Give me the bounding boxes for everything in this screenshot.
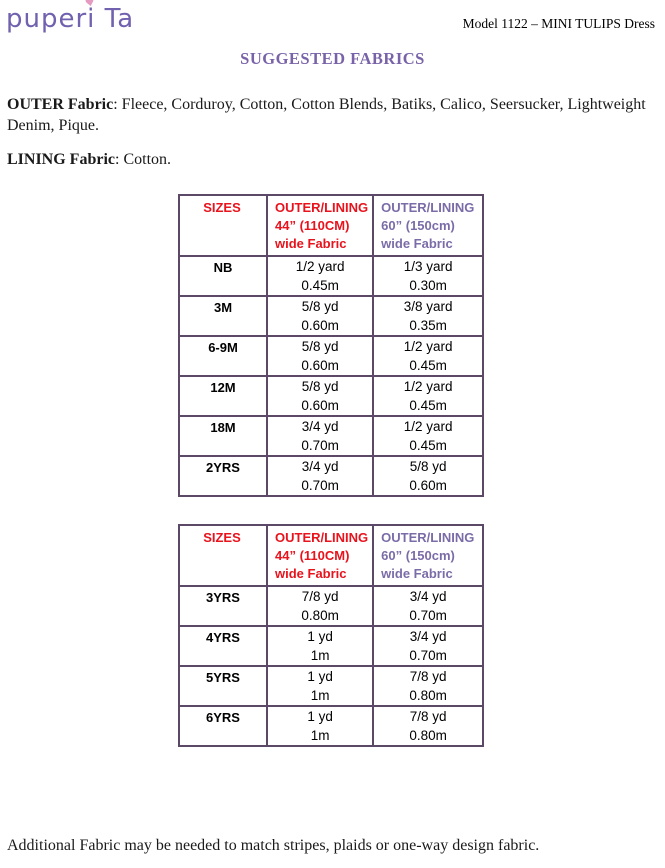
- header-row: SIZES OUTER/LINING 44” (110CM) wide Fabr…: [178, 194, 485, 257]
- table-row: 6-9M 5/8 yd 0.60m 1/2 yard 0.45m: [178, 335, 485, 377]
- table-row: 18M 3/4 yd 0.70m 1/2 yard 0.45m: [178, 415, 485, 457]
- fabric-60-cell: 3/4 yd 0.70m: [372, 585, 485, 627]
- fabric-44-cell: 1/2 yard 0.45m: [265, 255, 375, 297]
- fabric-60-cell: 1/2 yard 0.45m: [372, 415, 485, 457]
- size-cell: 2YRS: [178, 455, 268, 497]
- outer-lining-60-column-header: OUTER/LINING 60” (150cm) wide Fabric: [372, 524, 485, 587]
- sizes-column-header: SIZES: [178, 524, 268, 587]
- fabric-44-cell: 7/8 yd 0.80m: [265, 585, 375, 627]
- outer-fabric-label: OUTER Fabric: [7, 96, 114, 113]
- fabric-60-cell: 5/8 yd 0.60m: [372, 455, 485, 497]
- fabric-60-cell: 3/8 yard 0.35m: [372, 295, 485, 337]
- table-row: 5YRS 1 yd 1m 7/8 yd 0.80m: [178, 665, 485, 707]
- fabric-44-cell: 3/4 yd 0.70m: [265, 415, 375, 457]
- fabric-44-cell: 5/8 yd 0.60m: [265, 375, 375, 417]
- table-row: 3M 5/8 yd 0.60m 3/8 yard 0.35m: [178, 295, 485, 337]
- logo-dotted-i: ♥ i: [84, 0, 97, 34]
- size-cell: 3YRS: [178, 585, 268, 627]
- fabric-44-cell: 1 yd 1m: [265, 705, 375, 747]
- fabric-60-cell: 7/8 yd 0.80m: [372, 665, 485, 707]
- fabric-44-cell: 5/8 yd 0.60m: [265, 335, 375, 377]
- lining-fabric-paragraph: LINING Fabric: Cotton.: [7, 149, 651, 170]
- table-row: 2YRS 3/4 yd 0.70m 5/8 yd 0.60m: [178, 455, 485, 497]
- table-row: 6YRS 1 yd 1m 7/8 yd 0.80m: [178, 705, 485, 747]
- logo-text-part1: puper: [6, 4, 88, 34]
- size-cell: 18M: [178, 415, 268, 457]
- outer-lining-60-column-header: OUTER/LINING 60” (150cm) wide Fabric: [372, 194, 485, 257]
- outer-fabric-paragraph: OUTER Fabric: Fleece, Corduroy, Cotton, …: [7, 94, 651, 136]
- fabric-60-cell: 1/2 yard 0.45m: [372, 335, 485, 377]
- header-row: SIZES OUTER/LINING 44” (110CM) wide Fabr…: [178, 524, 485, 587]
- table-row: NB 1/2 yard 0.45m 1/3 yard 0.30m: [178, 255, 485, 297]
- fabric-44-cell: 1 yd 1m: [265, 665, 375, 707]
- fabric-44-cell: 1 yd 1m: [265, 625, 375, 667]
- fabric-table-toddler-sizes: SIZES OUTER/LINING 44” (110CM) wide Fabr…: [178, 524, 485, 747]
- additional-fabric-note: Additional Fabric may be needed to match…: [7, 837, 540, 854]
- lining-fabric-label: LINING Fabric: [7, 151, 115, 168]
- table-row: 4YRS 1 yd 1m 3/4 yd 0.70m: [178, 625, 485, 667]
- lining-fabric-text: : Cotton.: [115, 151, 172, 168]
- fabric-44-cell: 3/4 yd 0.70m: [265, 455, 375, 497]
- puperita-logo: puper ♥ i Ta: [6, 0, 135, 34]
- size-cell: NB: [178, 255, 268, 297]
- outer-lining-44-column-header: OUTER/LINING 44” (110CM) wide Fabric: [265, 524, 375, 587]
- size-cell: 3M: [178, 295, 268, 337]
- size-cell: 6YRS: [178, 705, 268, 747]
- fabric-table-baby-sizes: SIZES OUTER/LINING 44” (110CM) wide Fabr…: [178, 194, 485, 497]
- size-cell: 6-9M: [178, 335, 268, 377]
- fabric-60-cell: 7/8 yd 0.80m: [372, 705, 485, 747]
- fabric-44-cell: 5/8 yd 0.60m: [265, 295, 375, 337]
- fabric-60-cell: 3/4 yd 0.70m: [372, 625, 485, 667]
- table-row: 12M 5/8 yd 0.60m 1/2 yard 0.45m: [178, 375, 485, 417]
- page-title: SUGGESTED FABRICS: [240, 49, 425, 68]
- size-cell: 4YRS: [178, 625, 268, 667]
- sizes-column-header: SIZES: [178, 194, 268, 257]
- fabric-60-cell: 1/2 yard 0.45m: [372, 375, 485, 417]
- fabric-60-cell: 1/3 yard 0.30m: [372, 255, 485, 297]
- heart-icon: ♥: [83, 0, 98, 10]
- logo-text-part2: Ta: [95, 4, 135, 34]
- model-label: Model 1122 – MINI TULIPS Dress: [462, 16, 655, 31]
- table-row: 3YRS 7/8 yd 0.80m 3/4 yd 0.70m: [178, 585, 485, 627]
- outer-lining-44-column-header: OUTER/LINING 44” (110CM) wide Fabric: [265, 194, 375, 257]
- size-cell: 12M: [178, 375, 268, 417]
- outer-fabric-text: : Fleece, Corduroy, Cotton, Cotton Blend…: [7, 96, 646, 134]
- size-cell: 5YRS: [178, 665, 268, 707]
